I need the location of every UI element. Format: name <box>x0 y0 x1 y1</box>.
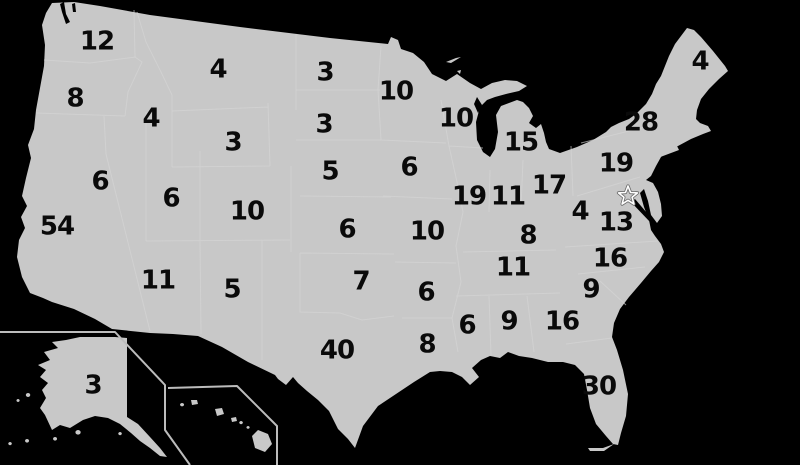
state-vote-label-id: 4 <box>142 103 160 134</box>
long-island <box>647 146 679 161</box>
state-vote-label-ia: 6 <box>400 152 418 183</box>
state-vote-label-mt: 4 <box>209 54 227 85</box>
florida-keys <box>588 444 614 451</box>
state-vote-label-pa: 19 <box>598 148 634 179</box>
state-vote-label-ga: 16 <box>544 306 580 337</box>
state-vote-label-mi: 15 <box>503 127 539 158</box>
hawaii-inset-border <box>167 385 278 465</box>
state-vote-label-co: 10 <box>229 196 265 227</box>
state-vote-label-ut: 6 <box>162 183 180 214</box>
state-vote-label-ak: 3 <box>84 370 102 401</box>
state-vote-label-sd: 3 <box>315 109 333 140</box>
state-vote-label-mn: 10 <box>378 76 414 107</box>
state-vote-label-me: 4 <box>691 46 709 77</box>
state-vote-label-nc: 16 <box>592 243 628 274</box>
state-vote-label-mo: 10 <box>409 216 445 247</box>
state-vote-label-ok: 7 <box>352 266 370 297</box>
state-vote-label-in: 11 <box>490 181 526 212</box>
state-vote-label-il: 19 <box>451 181 487 212</box>
dc-leader-line <box>631 199 653 223</box>
state-vote-label-nv: 6 <box>91 166 109 197</box>
state-vote-label-ks: 6 <box>338 214 356 245</box>
state-vote-label-ar: 6 <box>417 277 435 308</box>
hawaii-islands <box>180 400 272 452</box>
dc-star-icon <box>617 185 639 205</box>
state-vote-label-tx: 40 <box>319 335 355 366</box>
state-vote-label-ms: 6 <box>458 310 476 341</box>
state-vote-label-tn: 11 <box>495 252 531 283</box>
lake-superior-islands <box>446 57 461 74</box>
state-vote-label-ca: 54 <box>39 211 75 242</box>
puget-sound-water <box>60 2 76 24</box>
state-vote-label-ky: 8 <box>519 220 537 251</box>
mainland-silhouette <box>17 2 728 448</box>
state-vote-label-oh: 17 <box>531 170 567 201</box>
state-vote-label-al: 9 <box>500 306 518 337</box>
state-vote-label-la: 8 <box>418 329 436 360</box>
alaska-silhouette <box>38 337 167 457</box>
state-vote-label-wv: 4 <box>571 196 589 227</box>
state-vote-label-wa: 12 <box>79 26 115 57</box>
state-vote-label-nm: 5 <box>223 274 241 305</box>
state-vote-label-az: 11 <box>140 265 176 296</box>
alaska-inset-border <box>0 331 191 465</box>
state-vote-label-ne: 5 <box>321 156 339 187</box>
state-vote-label-fl: 30 <box>581 371 617 402</box>
state-vote-label-or: 8 <box>66 83 84 114</box>
state-borders <box>35 9 659 360</box>
state-vote-label-wy: 3 <box>224 127 242 158</box>
state-vote-label-ny: 28 <box>623 107 659 138</box>
state-vote-label-sc: 9 <box>582 274 600 305</box>
state-vote-label-nd: 3 <box>316 57 334 88</box>
green-bay-water <box>474 97 482 113</box>
state-vote-label-va: 13 <box>598 207 634 238</box>
state-vote-label-wi: 10 <box>438 103 474 134</box>
